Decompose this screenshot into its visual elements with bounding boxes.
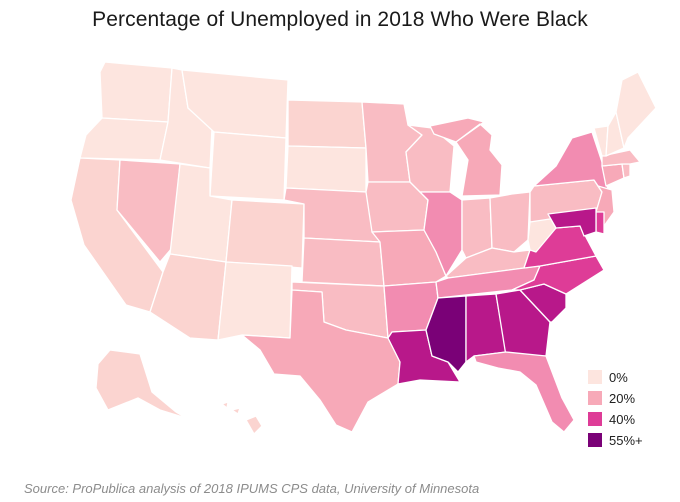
- state-ND[interactable]: [287, 99, 367, 149]
- state-MI[interactable]: [429, 117, 503, 197]
- state-OR[interactable]: [79, 117, 169, 161]
- state-WA[interactable]: [99, 61, 173, 123]
- state-SD[interactable]: [285, 145, 367, 193]
- source-note: Source: ProPublica analysis of 2018 IPUM…: [24, 481, 480, 496]
- state-CT[interactable]: [601, 163, 625, 187]
- legend-item: 40%: [588, 411, 643, 427]
- state-WY[interactable]: [209, 131, 287, 201]
- state-GA[interactable]: [495, 289, 551, 357]
- state-FL[interactable]: [473, 351, 575, 433]
- legend-swatch: [588, 412, 602, 426]
- state-MS[interactable]: [425, 295, 467, 373]
- state-TX[interactable]: [241, 289, 401, 433]
- legend-label: 20%: [609, 390, 636, 406]
- state-DE[interactable]: [595, 211, 605, 235]
- map-legend: 0% 20% 40% 55%+: [588, 369, 643, 453]
- state-AK[interactable]: [95, 349, 187, 419]
- legend-item: 20%: [588, 390, 643, 406]
- state-LA[interactable]: [387, 329, 461, 385]
- legend-swatch: [588, 391, 602, 405]
- state-MD[interactable]: [547, 207, 597, 237]
- state-RI[interactable]: [621, 163, 631, 179]
- legend-label: 40%: [609, 411, 636, 427]
- legend-label: 0%: [609, 369, 628, 385]
- state-NM[interactable]: [217, 261, 293, 341]
- legend-item: 0%: [588, 369, 643, 385]
- legend-label: 55%+: [609, 432, 643, 448]
- state-NC[interactable]: [511, 255, 605, 295]
- state-AZ[interactable]: [149, 253, 227, 341]
- state-IN[interactable]: [461, 197, 493, 259]
- legend-swatch: [588, 433, 602, 447]
- state-OH[interactable]: [489, 191, 531, 253]
- map-title: Percentage of Unemployed in 2018 Who Wer…: [92, 8, 588, 31]
- state-CO[interactable]: [225, 199, 305, 269]
- legend-item: 55%+: [588, 432, 643, 448]
- legend-swatch: [588, 370, 602, 384]
- state-ME[interactable]: [615, 71, 657, 149]
- state-HI[interactable]: [221, 401, 263, 435]
- state-KS[interactable]: [301, 237, 385, 287]
- state-NV[interactable]: [116, 159, 181, 263]
